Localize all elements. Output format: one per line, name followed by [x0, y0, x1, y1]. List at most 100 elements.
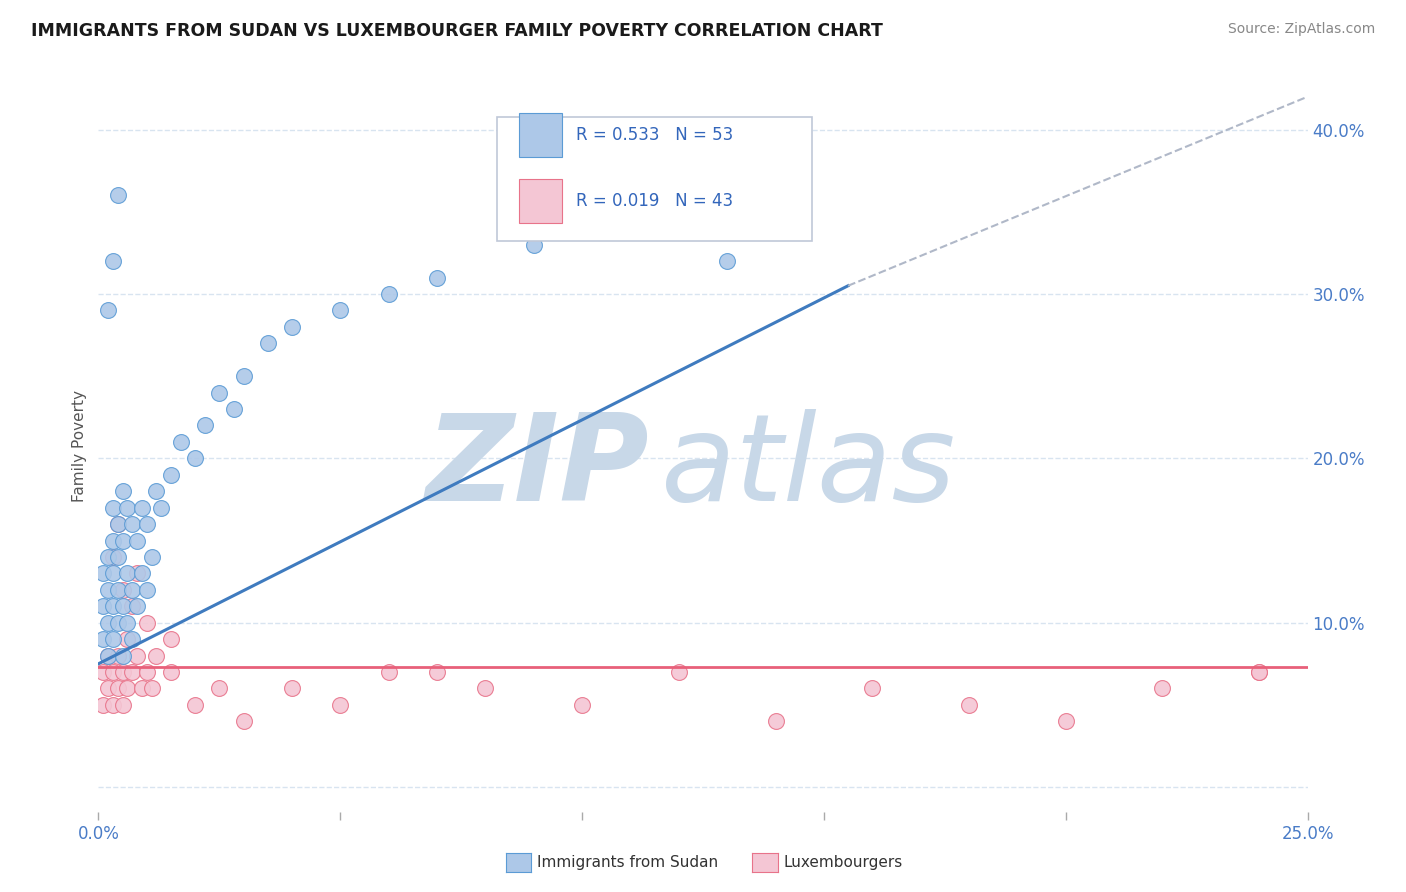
Point: [571, 698, 593, 712]
Point: [860, 681, 883, 696]
Point: [668, 665, 690, 679]
Point: [145, 648, 167, 663]
Point: [111, 533, 134, 548]
FancyBboxPatch shape: [498, 117, 811, 241]
Point: [107, 549, 129, 564]
Point: [97, 648, 120, 663]
Point: [222, 402, 245, 417]
Point: [111, 698, 134, 712]
Point: [426, 665, 449, 679]
Text: R = 0.019   N = 43: R = 0.019 N = 43: [576, 192, 733, 210]
Point: [184, 698, 207, 712]
Point: [91, 665, 114, 679]
Point: [957, 698, 980, 712]
Point: [160, 632, 183, 647]
Point: [474, 681, 496, 696]
Point: [131, 566, 153, 581]
Point: [101, 665, 124, 679]
Point: [329, 698, 352, 712]
Point: [281, 681, 304, 696]
Point: [131, 681, 153, 696]
Point: [121, 599, 143, 614]
Point: [127, 599, 149, 614]
Point: [141, 681, 163, 696]
Point: [111, 599, 134, 614]
Point: [377, 665, 399, 679]
Point: [97, 303, 120, 318]
Point: [117, 500, 139, 515]
Point: [194, 418, 217, 433]
Point: [107, 517, 129, 532]
Y-axis label: Family Poverty: Family Poverty: [72, 390, 87, 502]
Point: [232, 714, 254, 729]
Text: Immigrants from Sudan: Immigrants from Sudan: [537, 855, 718, 870]
Point: [117, 681, 139, 696]
Point: [121, 582, 143, 597]
Point: [169, 434, 191, 449]
Point: [101, 549, 124, 564]
Point: [111, 648, 134, 663]
Point: [523, 237, 546, 252]
Point: [127, 566, 149, 581]
Point: [765, 714, 787, 729]
Point: [117, 566, 139, 581]
Point: [135, 582, 157, 597]
Point: [101, 500, 124, 515]
Point: [97, 582, 120, 597]
Point: [121, 665, 143, 679]
Point: [101, 254, 124, 268]
Point: [1249, 665, 1271, 679]
Point: [97, 615, 120, 630]
Point: [619, 204, 641, 219]
Point: [101, 599, 124, 614]
Point: [91, 566, 114, 581]
Text: R = 0.533   N = 53: R = 0.533 N = 53: [576, 126, 734, 145]
Point: [135, 615, 157, 630]
Point: [1249, 665, 1271, 679]
Point: [121, 517, 143, 532]
Point: [91, 599, 114, 614]
Point: [135, 517, 157, 532]
Point: [97, 648, 120, 663]
Point: [107, 615, 129, 630]
Point: [121, 632, 143, 647]
Point: [107, 648, 129, 663]
Point: [135, 665, 157, 679]
Point: [281, 319, 304, 334]
Point: [141, 549, 163, 564]
Text: atlas: atlas: [661, 409, 956, 526]
Point: [208, 681, 231, 696]
Point: [131, 500, 153, 515]
Point: [101, 566, 124, 581]
Point: [145, 484, 167, 499]
Point: [101, 698, 124, 712]
Text: ZIP: ZIP: [425, 409, 648, 526]
Text: IMMIGRANTS FROM SUDAN VS LUXEMBOURGER FAMILY POVERTY CORRELATION CHART: IMMIGRANTS FROM SUDAN VS LUXEMBOURGER FA…: [31, 22, 883, 40]
Point: [127, 648, 149, 663]
Point: [91, 698, 114, 712]
Point: [150, 500, 173, 515]
Point: [91, 632, 114, 647]
Bar: [519, 179, 561, 223]
Point: [208, 385, 231, 400]
Point: [107, 582, 129, 597]
Point: [1054, 714, 1077, 729]
Point: [107, 517, 129, 532]
Point: [127, 533, 149, 548]
Point: [329, 303, 352, 318]
Point: [117, 615, 139, 630]
Point: [256, 336, 278, 351]
Point: [111, 665, 134, 679]
Point: [97, 549, 120, 564]
Point: [1152, 681, 1174, 696]
Point: [111, 484, 134, 499]
Point: [101, 632, 124, 647]
Point: [111, 582, 134, 597]
Point: [101, 533, 124, 548]
Point: [377, 287, 399, 301]
Text: Luxembourgers: Luxembourgers: [783, 855, 903, 870]
Point: [184, 451, 207, 466]
Point: [232, 369, 254, 384]
Bar: [519, 113, 561, 157]
Point: [426, 270, 449, 285]
